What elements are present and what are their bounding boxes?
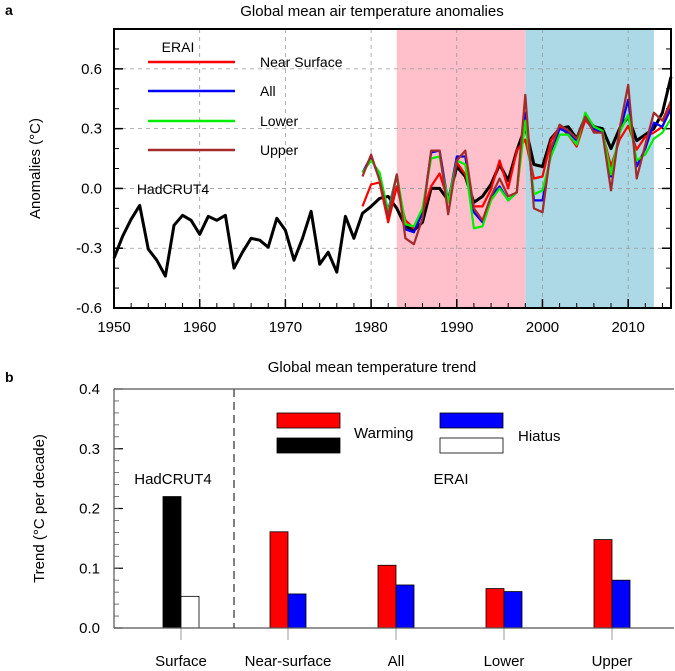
x-tick-label-a: 1950 [97, 319, 130, 336]
x-tick-label-a: 2000 [526, 319, 559, 336]
shaded-period-1 [525, 29, 654, 308]
group-label-hadcrut4: HadCRUT4 [134, 471, 212, 488]
series-line-near-surface [361, 102, 673, 230]
y-tick-label-a: 0.3 [81, 121, 102, 138]
legend-label: Upper [260, 142, 298, 158]
y-tick-label-a: 0.6 [81, 61, 102, 78]
series-line-upper [361, 83, 673, 246]
y-tick-label-a: -0.3 [76, 240, 102, 257]
legend-label-hiatus: Hiatus [518, 428, 561, 445]
y-axis-label-a: Anomalies (°C) [27, 118, 44, 219]
legend-swatch-hiatus-hadcrut [439, 437, 504, 454]
legend-swatch-warming-hadcrut [276, 437, 341, 454]
category-label: Surface [155, 653, 207, 670]
legend-swatch-warming-erai [276, 412, 341, 429]
panel-label-a: a [5, 2, 13, 18]
y-tick-label-a: -0.6 [76, 300, 102, 317]
y-tick-label-b: 0.2 [79, 501, 100, 518]
category-label: All [388, 653, 405, 670]
y-tick-label-a: 0.0 [81, 180, 102, 197]
y-tick-label-b: 0.4 [79, 381, 100, 398]
legend-swatch-hiatus-erai [439, 412, 504, 429]
panel-label-b: b [5, 369, 14, 385]
bar-warming-surface [162, 496, 182, 629]
y-axis-label-b: Trend (°C per decade) [31, 434, 48, 583]
plot-frame-a [113, 28, 672, 309]
chart-title-b: Global mean temperature trend [268, 359, 476, 376]
category-label: Lower [484, 653, 525, 670]
x-tick-label-a: 2010 [611, 319, 644, 336]
x-tick-label-a: 1980 [354, 319, 387, 336]
bar-warming-near-surface [269, 531, 289, 629]
bar-warming-all [377, 564, 397, 629]
bar-hiatus-lower [503, 591, 523, 629]
y-tick-label-b: 0.0 [79, 620, 100, 637]
category-label: Near-surface [245, 653, 332, 670]
bar-hiatus-upper [611, 579, 631, 629]
group-label-erai: ERAI [433, 471, 468, 488]
bar-warming-upper [593, 539, 613, 629]
bar-hiatus-all [395, 584, 415, 629]
hadcrut-label: HadCRUT4 [137, 181, 210, 197]
y-tick-label-b: 0.3 [79, 441, 100, 458]
bar-hiatus-surface [180, 595, 200, 629]
legend-label: Near Surface [260, 54, 343, 70]
chart-title-a: Global mean air temperature anomalies [240, 3, 503, 20]
x-tick-label-a: 1960 [183, 319, 216, 336]
bar-hiatus-near-surface [287, 593, 307, 629]
legend-label: Lower [260, 113, 298, 129]
x-tick-label-a: 1970 [269, 319, 302, 336]
bar-warming-lower [485, 588, 505, 629]
legend-title: ERAI [162, 39, 195, 55]
category-label: Upper [592, 653, 633, 670]
y-tick-label-b: 0.1 [79, 560, 100, 577]
legend-label-warming: Warming [354, 425, 413, 442]
legend-label: All [260, 83, 276, 99]
x-tick-label-a: 1990 [440, 319, 473, 336]
